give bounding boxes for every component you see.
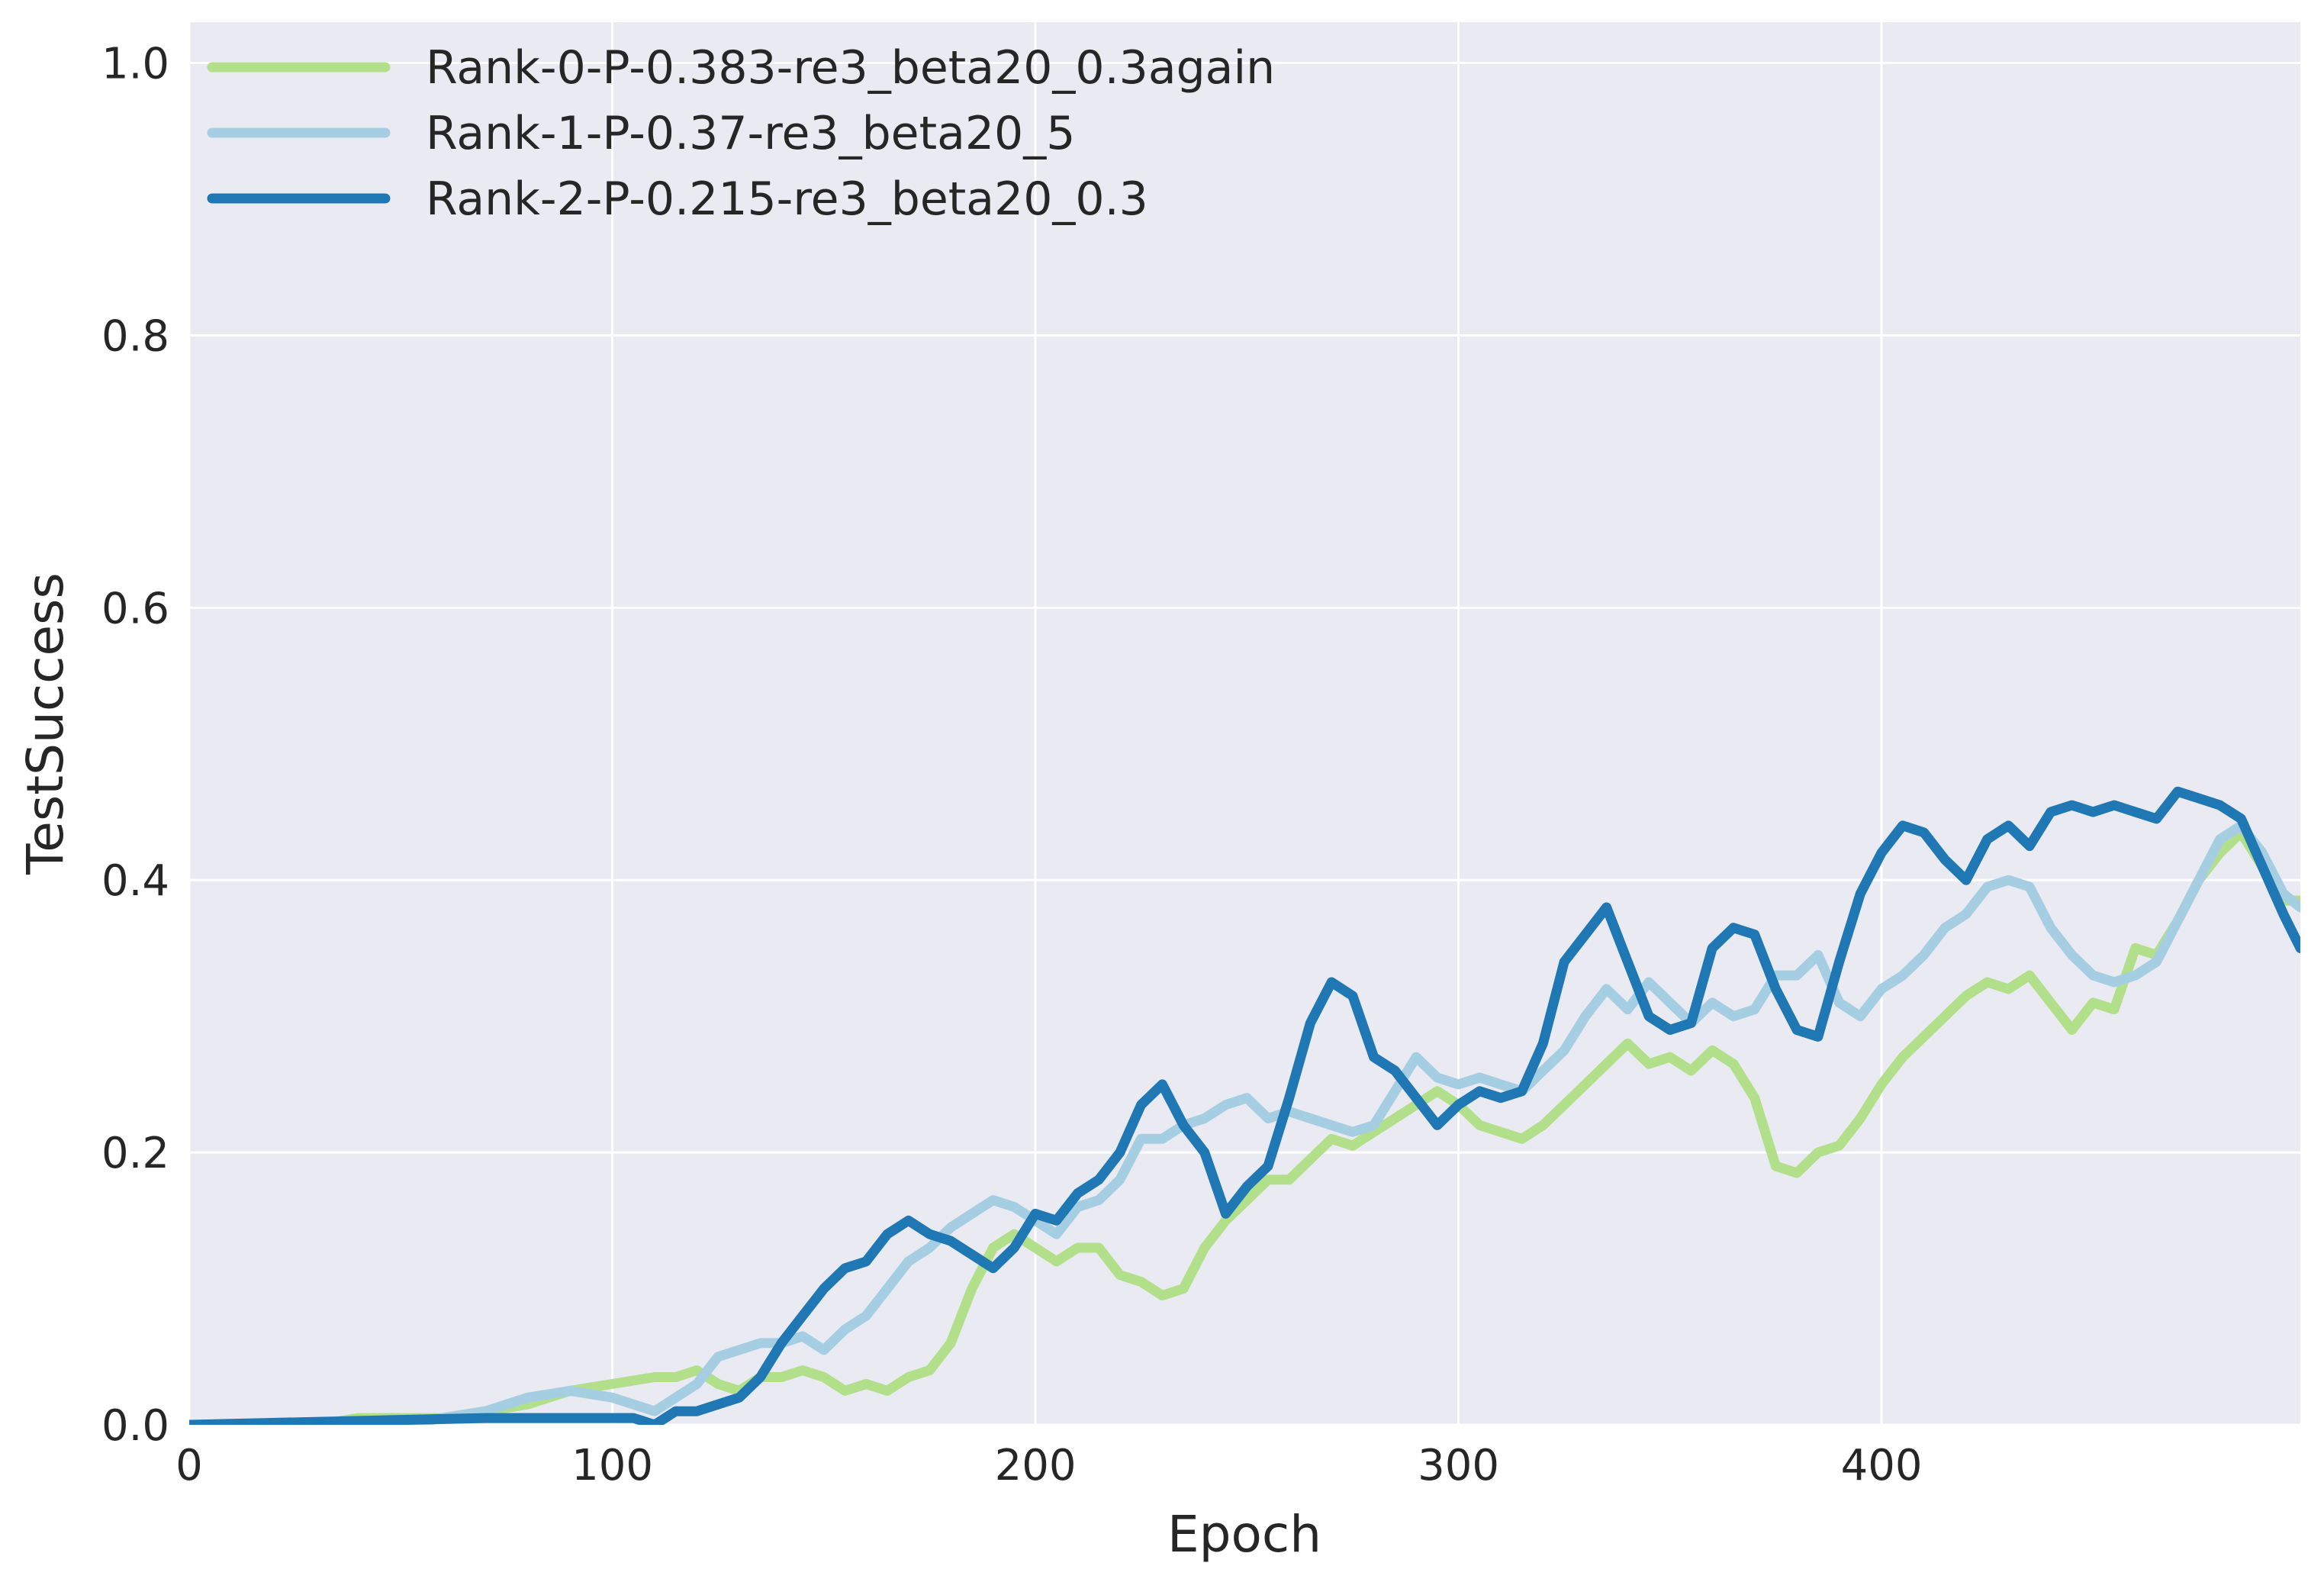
legend-label-1: Rank-1-P-0.37-re3_beta20_5 [426,107,1075,160]
x-axis-label: Epoch [1167,1505,1321,1564]
legend: Rank-0-P-0.383-re3_beta20_0.3again Rank-1… [207,41,1275,226]
tick-labels: 0 100 200 300 400 0.0 0.2 0.4 0.6 0.8 1.0 [101,40,1923,1490]
series-layer [189,786,2300,1425]
y-tick-label: 0.2 [101,1129,169,1178]
series-line-2 [189,786,2300,1425]
x-tick-label: 100 [571,1441,653,1490]
x-tick-label: 400 [1841,1441,1923,1490]
legend-label-0: Rank-0-P-0.383-re3_beta20_0.3again [426,41,1275,95]
legend-label-2: Rank-2-P-0.215-re3_beta20_0.3 [426,172,1148,226]
y-tick-label: 0.4 [101,856,169,906]
y-tick-label: 0.0 [101,1401,169,1451]
x-tick-label: 200 [995,1441,1077,1490]
x-tick-label: 300 [1418,1441,1499,1490]
series-line-0 [189,827,2300,1425]
x-tick-label: 0 [175,1441,203,1490]
plot-background [189,22,2300,1425]
grid [188,22,2300,1426]
y-tick-label: 0.6 [101,584,169,633]
series-line-1 [189,820,2300,1425]
y-tick-label: 1.0 [101,40,169,89]
y-tick-label: 0.8 [101,311,169,361]
y-axis-label: TestSuccess [16,572,75,875]
